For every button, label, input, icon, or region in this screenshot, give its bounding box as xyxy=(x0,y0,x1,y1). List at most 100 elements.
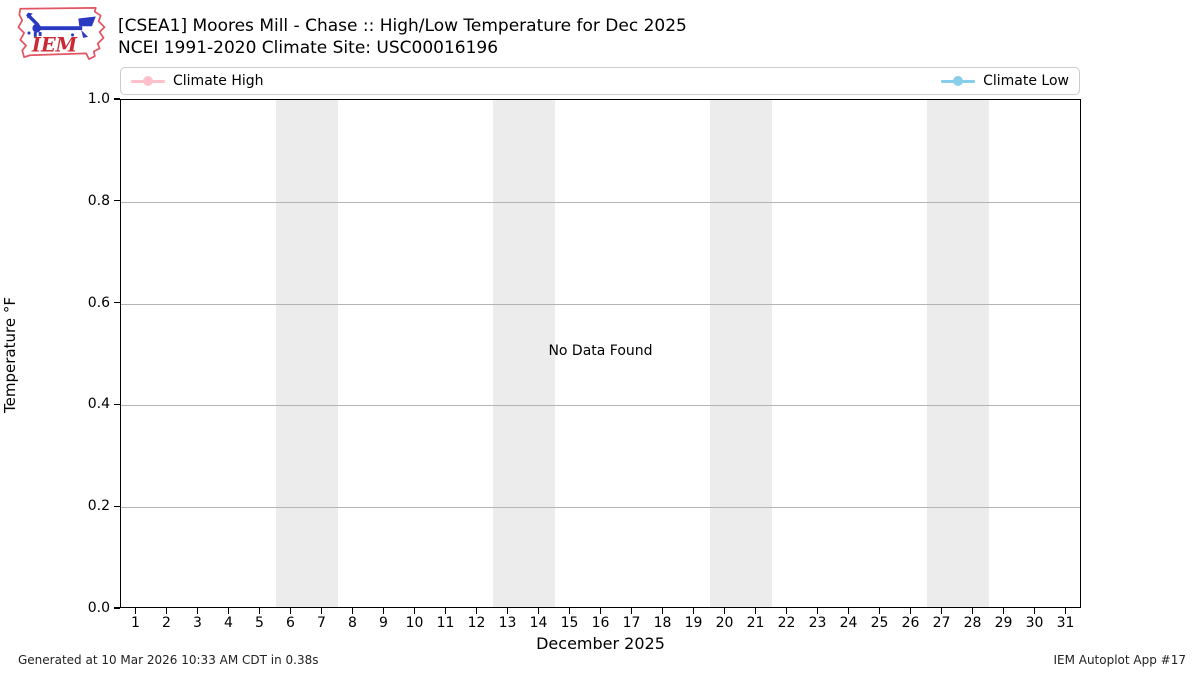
x-tick-label: 4 xyxy=(224,615,233,631)
x-tick-label: 3 xyxy=(193,615,202,631)
x-tick-label: 28 xyxy=(963,615,982,631)
x-tick-label: 6 xyxy=(286,615,295,631)
y-tick-label: 0.0 xyxy=(87,600,110,616)
y-tick-label: 0.2 xyxy=(87,498,110,515)
legend-item-climate-high: Climate High xyxy=(131,73,264,89)
x-tick-label: 11 xyxy=(436,615,455,631)
x-tick-mark xyxy=(630,608,633,614)
x-tick-mark xyxy=(878,608,881,614)
legend-label-climate-high: Climate High xyxy=(173,73,264,89)
x-tick-mark xyxy=(351,608,354,614)
y-tick-label: 1.0 xyxy=(87,91,110,107)
weekend-band xyxy=(276,100,338,607)
plot-area xyxy=(120,99,1081,608)
x-tick-mark xyxy=(754,608,757,614)
x-tick-mark xyxy=(506,608,509,614)
x-tick-label: 26 xyxy=(901,615,920,631)
x-tick-mark xyxy=(227,608,230,614)
x-tick-mark xyxy=(599,608,602,614)
x-tick-label: 5 xyxy=(255,615,264,631)
chart-title: [CSEA1] Moores Mill - Chase :: High/Low … xyxy=(118,16,687,36)
gridline xyxy=(121,507,1080,509)
no-data-message: No Data Found xyxy=(548,343,653,359)
x-tick-label: 31 xyxy=(1056,615,1075,631)
x-tick-mark xyxy=(382,608,385,614)
y-tick-mark xyxy=(114,301,120,304)
gridline xyxy=(121,303,1080,305)
legend-item-climate-low: Climate Low xyxy=(941,73,1069,89)
x-tick-label: 23 xyxy=(808,615,827,631)
iem-logo-text: IEM xyxy=(31,33,78,56)
chart-subtitle: NCEI 1991-2020 Climate Site: USC00016196 xyxy=(118,38,499,58)
footer-app-id: IEM Autoplot App #17 xyxy=(1053,653,1186,667)
x-tick-label: 21 xyxy=(746,615,765,631)
x-tick-mark xyxy=(165,608,168,614)
x-tick-mark xyxy=(1033,608,1036,614)
y-tick-mark xyxy=(114,200,120,202)
x-tick-mark xyxy=(1064,608,1067,614)
title-block: [CSEA1] Moores Mill - Chase :: High/Low … xyxy=(118,15,687,59)
x-tick-mark xyxy=(785,608,788,614)
y-tick-mark xyxy=(114,403,120,406)
x-tick-label: 15 xyxy=(560,615,579,631)
x-axis-label: December 2025 xyxy=(536,634,665,653)
x-tick-label: 13 xyxy=(498,615,517,631)
x-tick-mark xyxy=(444,608,447,614)
x-tick-label: 16 xyxy=(591,615,610,631)
footer-generated-at: Generated at 10 Mar 2026 10:33 AM CDT in… xyxy=(18,653,319,667)
x-tick-label: 9 xyxy=(379,615,388,631)
x-tick-label: 25 xyxy=(870,615,889,631)
x-tick-mark xyxy=(940,608,943,614)
x-tick-mark xyxy=(413,608,416,614)
x-tick-mark xyxy=(692,608,695,614)
x-tick-label: 30 xyxy=(1025,615,1044,631)
x-tick-mark xyxy=(816,608,819,614)
x-tick-mark xyxy=(537,608,540,614)
y-tick-mark xyxy=(114,505,120,507)
x-tick-label: 24 xyxy=(839,615,858,631)
y-tick-mark xyxy=(114,98,120,100)
x-tick-mark xyxy=(909,608,912,614)
x-tick-label: 14 xyxy=(529,615,548,631)
x-tick-label: 12 xyxy=(467,615,486,631)
y-tick-label: 0.8 xyxy=(87,192,110,209)
x-tick-mark xyxy=(289,608,292,614)
gridline xyxy=(121,405,1080,407)
y-axis-label: Temperature °F xyxy=(1,297,19,413)
x-tick-label: 7 xyxy=(317,615,326,631)
x-tick-label: 10 xyxy=(405,615,424,631)
iowa-outline-icon: IEM xyxy=(17,6,106,60)
x-tick-mark xyxy=(723,608,726,614)
x-tick-label: 22 xyxy=(777,615,796,631)
x-tick-label: 29 xyxy=(994,615,1013,631)
climate-low-marker-icon xyxy=(941,76,976,86)
y-tick-mark xyxy=(114,607,120,609)
x-tick-label: 8 xyxy=(348,615,357,631)
weekend-band xyxy=(927,100,989,607)
x-tick-label: 1 xyxy=(131,615,140,631)
climate-high-dot xyxy=(143,76,153,86)
x-tick-mark xyxy=(475,608,478,614)
x-tick-label: 20 xyxy=(715,615,734,631)
legend: Climate High Climate Low xyxy=(120,67,1080,95)
weekend-band xyxy=(710,100,772,607)
x-tick-mark xyxy=(661,608,664,614)
iem-logo: IEM xyxy=(10,3,108,63)
x-tick-mark xyxy=(258,608,261,614)
weather-vane-icon xyxy=(26,12,96,38)
x-tick-mark xyxy=(320,608,323,614)
legend-label-climate-low: Climate Low xyxy=(983,73,1069,89)
x-tick-label: 18 xyxy=(653,615,672,631)
gridline xyxy=(121,201,1080,203)
y-tick-label: 0.4 xyxy=(87,396,110,413)
x-tick-label: 19 xyxy=(684,615,703,631)
x-tick-label: 2 xyxy=(162,615,171,631)
y-tick-label: 0.6 xyxy=(87,294,110,311)
weekend-band xyxy=(493,100,555,607)
x-tick-mark xyxy=(568,608,571,614)
x-tick-mark xyxy=(847,608,850,614)
climate-low-dot xyxy=(953,76,964,86)
x-tick-mark xyxy=(196,608,199,614)
x-tick-mark xyxy=(971,608,974,614)
